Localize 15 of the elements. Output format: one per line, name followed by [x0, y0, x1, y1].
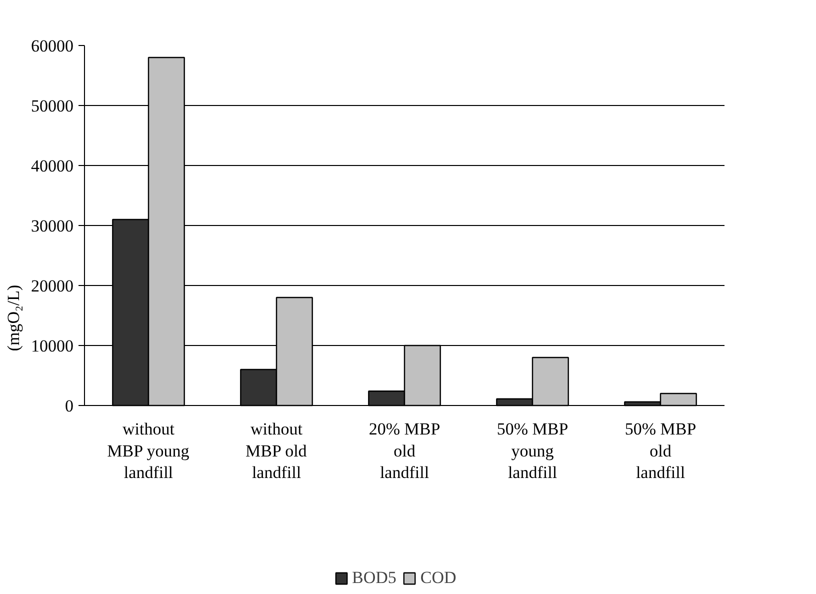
x-tick-label: 50% MBP young landfill: [496, 420, 568, 482]
x-tick-label: 50% MBP old landfill: [624, 420, 696, 482]
x-tick-label: without MBP young landfill: [107, 420, 190, 482]
y-tick-label: 20000: [31, 276, 74, 296]
y-tick-label: 10000: [31, 336, 74, 356]
legend-label: BOD5: [352, 568, 396, 588]
x-tick-label: without MBP old landfill: [246, 420, 308, 482]
y-tick-label: 30000: [31, 216, 74, 236]
y-tick-label: 60000: [31, 36, 74, 56]
y-tick-label: 0: [65, 396, 74, 416]
x-tick-label: 20% MBP old landfill: [368, 420, 440, 482]
legend-label: COD: [420, 568, 456, 588]
y-axis-title: (mgO₂/L): [4, 284, 23, 352]
y-tick-label: 40000: [31, 156, 74, 176]
y-tick-label: 50000: [31, 96, 74, 116]
